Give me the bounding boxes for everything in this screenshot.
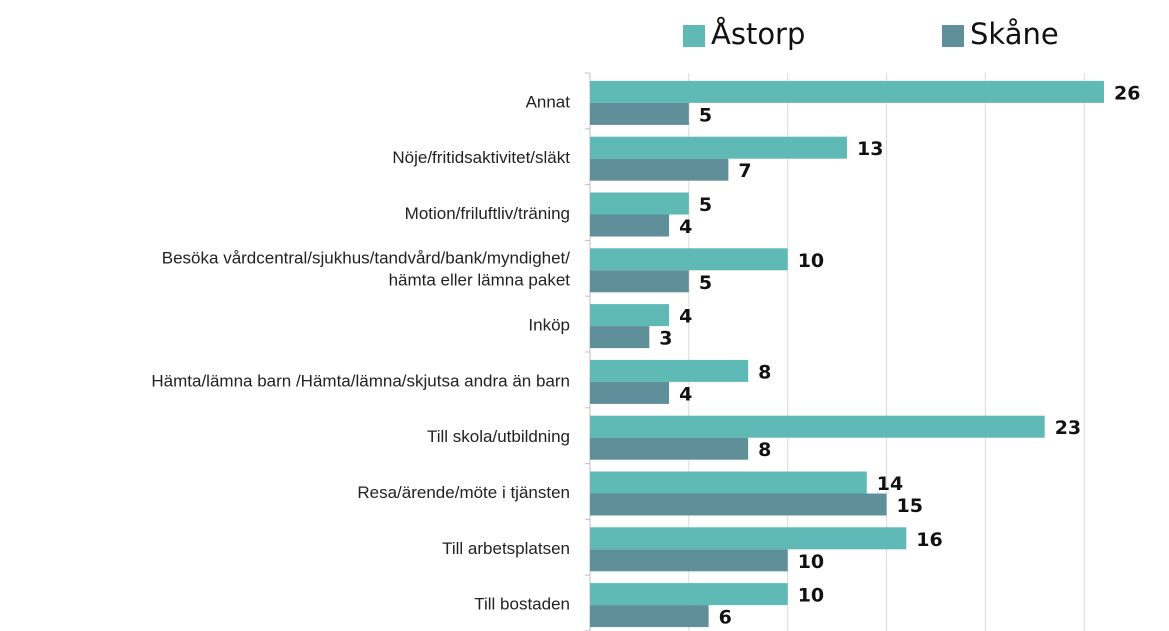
value-label: 5	[699, 272, 712, 294]
bar	[590, 192, 689, 215]
bar	[590, 381, 670, 404]
category-label: Inköp	[528, 316, 570, 335]
legend-label: Åstorp	[711, 17, 805, 51]
value-label: 10	[798, 250, 824, 272]
value-label: 10	[798, 551, 824, 573]
value-label: 5	[699, 194, 712, 216]
value-label: 14	[877, 473, 903, 495]
value-label: 4	[679, 383, 692, 405]
bar	[590, 158, 729, 181]
value-label: 13	[857, 138, 883, 160]
bar	[590, 270, 689, 293]
category-label: Annat	[526, 92, 571, 111]
bar	[590, 359, 749, 382]
category-label: Till bostaden	[474, 595, 570, 614]
value-label: 5	[699, 104, 712, 126]
value-label: 4	[679, 306, 692, 328]
bar	[590, 583, 788, 606]
bar	[590, 493, 887, 516]
category-label: Resa/ärende/möte i tjänsten	[357, 483, 570, 502]
value-label: 10	[798, 585, 824, 607]
category-label: Nöje/fritidsaktivitet/släkt	[392, 148, 570, 167]
bar	[590, 248, 788, 271]
bar	[590, 214, 670, 237]
legend-swatch	[683, 25, 705, 47]
value-label: 8	[758, 439, 771, 461]
value-label: 6	[719, 607, 732, 629]
value-label: 16	[916, 529, 942, 551]
value-label: 8	[758, 361, 771, 383]
bar	[590, 471, 867, 494]
category-label: Besöka vårdcentral/sjukhus/tandvård/bank…	[162, 249, 571, 290]
legend-label: Skåne	[970, 17, 1059, 51]
category-label: Motion/friluftliv/träning	[405, 204, 570, 223]
bar	[590, 102, 689, 125]
value-label: 23	[1055, 417, 1081, 439]
bar	[590, 136, 847, 159]
value-label: 26	[1114, 82, 1140, 104]
category-label: Till arbetsplatsen	[442, 539, 570, 558]
bar	[590, 605, 709, 628]
bar	[590, 304, 670, 327]
bar	[590, 80, 1104, 103]
value-label: 4	[679, 216, 692, 238]
bar	[590, 326, 650, 349]
value-label: 3	[659, 328, 672, 350]
category-label: Hämta/lämna barn /Hämta/lämna/skjutsa an…	[151, 371, 570, 390]
bar	[590, 415, 1045, 438]
value-label: 15	[897, 495, 923, 517]
bar	[590, 437, 749, 460]
bar	[590, 527, 907, 550]
legend-swatch	[942, 25, 964, 47]
bar	[590, 549, 788, 572]
category-label: Till skola/utbildning	[427, 427, 570, 446]
value-label: 7	[738, 160, 751, 182]
